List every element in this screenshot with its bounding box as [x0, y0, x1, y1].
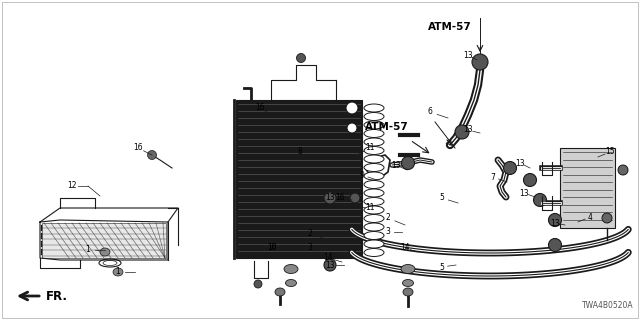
Ellipse shape — [100, 248, 110, 256]
Text: ATM-57: ATM-57 — [428, 22, 472, 32]
Ellipse shape — [364, 206, 384, 214]
Ellipse shape — [350, 193, 360, 203]
Ellipse shape — [364, 138, 384, 146]
Ellipse shape — [364, 147, 384, 155]
Ellipse shape — [364, 214, 384, 222]
Text: TWA4B0520A: TWA4B0520A — [582, 301, 634, 310]
Text: 1: 1 — [86, 245, 90, 254]
Text: 16: 16 — [255, 103, 265, 113]
Text: 6: 6 — [428, 108, 433, 116]
Text: 1: 1 — [116, 268, 120, 276]
Text: 3: 3 — [385, 228, 390, 236]
Text: 3: 3 — [308, 244, 312, 252]
Ellipse shape — [364, 172, 384, 180]
Text: 14: 14 — [400, 244, 410, 252]
Text: 7: 7 — [491, 172, 495, 181]
Ellipse shape — [364, 223, 384, 231]
Ellipse shape — [347, 123, 357, 133]
Ellipse shape — [254, 280, 262, 288]
Text: 13: 13 — [463, 51, 473, 60]
Ellipse shape — [548, 213, 561, 227]
Text: 16: 16 — [133, 143, 143, 153]
Ellipse shape — [364, 155, 384, 163]
Ellipse shape — [346, 102, 358, 114]
Ellipse shape — [455, 125, 469, 139]
Text: 2: 2 — [386, 213, 390, 222]
Ellipse shape — [364, 113, 384, 121]
Text: 5: 5 — [440, 194, 444, 203]
Ellipse shape — [364, 130, 384, 138]
Ellipse shape — [284, 265, 298, 274]
Ellipse shape — [364, 104, 384, 112]
Text: 16: 16 — [335, 194, 345, 203]
Text: ATM-57: ATM-57 — [365, 122, 409, 132]
Ellipse shape — [364, 121, 384, 129]
Text: 11: 11 — [365, 204, 375, 212]
Text: 13: 13 — [550, 219, 560, 228]
Ellipse shape — [147, 150, 157, 159]
Text: 13: 13 — [325, 194, 335, 203]
Ellipse shape — [401, 265, 415, 274]
Ellipse shape — [285, 279, 296, 286]
Bar — [42, 223, 166, 258]
Text: 10: 10 — [267, 243, 277, 252]
Ellipse shape — [364, 231, 384, 239]
Ellipse shape — [324, 192, 336, 204]
Ellipse shape — [524, 173, 536, 187]
Text: 9: 9 — [360, 171, 364, 180]
Text: FR.: FR. — [46, 290, 68, 302]
Ellipse shape — [364, 249, 384, 257]
Ellipse shape — [403, 288, 413, 296]
Text: 13: 13 — [391, 161, 401, 170]
Ellipse shape — [403, 279, 413, 286]
Ellipse shape — [275, 288, 285, 296]
Text: 11: 11 — [365, 143, 375, 153]
Bar — [236, 100, 362, 258]
Ellipse shape — [364, 164, 384, 172]
Ellipse shape — [401, 156, 415, 170]
Text: 15: 15 — [605, 148, 615, 156]
Text: 4: 4 — [588, 212, 593, 221]
Text: 8: 8 — [298, 148, 302, 156]
Text: 14: 14 — [323, 253, 333, 262]
Text: 13: 13 — [515, 158, 525, 167]
Ellipse shape — [534, 194, 547, 206]
Ellipse shape — [113, 268, 123, 276]
Ellipse shape — [364, 197, 384, 205]
Ellipse shape — [548, 238, 561, 252]
Ellipse shape — [602, 213, 612, 223]
Ellipse shape — [618, 165, 628, 175]
Bar — [560, 148, 615, 228]
Text: 12: 12 — [67, 181, 77, 190]
Ellipse shape — [472, 54, 488, 70]
Ellipse shape — [364, 240, 384, 248]
Text: 13: 13 — [519, 188, 529, 197]
Ellipse shape — [364, 180, 384, 188]
Text: 13: 13 — [463, 125, 473, 134]
Ellipse shape — [296, 53, 305, 62]
Text: 13: 13 — [325, 260, 335, 269]
Text: 2: 2 — [308, 228, 312, 237]
Text: 5: 5 — [440, 262, 444, 271]
Ellipse shape — [504, 162, 516, 174]
Text: 16: 16 — [267, 243, 277, 252]
Ellipse shape — [364, 189, 384, 197]
Ellipse shape — [324, 259, 336, 271]
